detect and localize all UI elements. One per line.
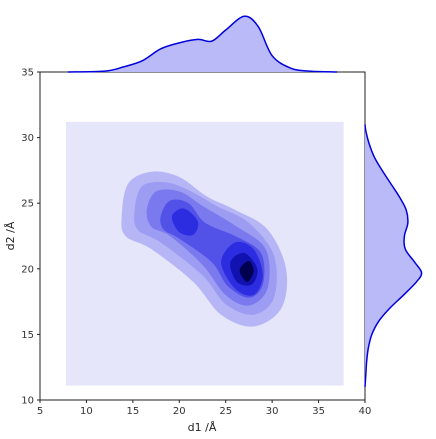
x-tick-label: 15 (126, 406, 139, 417)
x-tick-label: 35 (312, 406, 325, 417)
marginal-x-area (67, 16, 338, 73)
y-tick-label: 10 (21, 396, 34, 407)
y-tick-label: 30 (21, 133, 34, 144)
marginal-y-line (364, 124, 423, 387)
x-tick-label: 30 (266, 406, 279, 417)
x-tick-label: 10 (80, 406, 93, 417)
y-tick-label: 35 (21, 68, 34, 79)
density-contour (239, 260, 254, 282)
y-tick-label: 15 (21, 330, 34, 341)
x-tick-label: 40 (359, 406, 372, 417)
marginal-x-line (67, 15, 338, 73)
x-tick-label: 5 (37, 406, 43, 417)
x-axis-label: d1 /Å (188, 421, 217, 434)
y-tick-label: 20 (21, 264, 34, 275)
marginal-y-area (365, 124, 422, 387)
density-contour (171, 208, 199, 236)
y-tick-label: 25 (21, 199, 34, 210)
x-tick-label: 25 (219, 406, 232, 417)
y-axis-label: d2 /Å (4, 221, 17, 250)
x-tick-label: 20 (173, 406, 186, 417)
